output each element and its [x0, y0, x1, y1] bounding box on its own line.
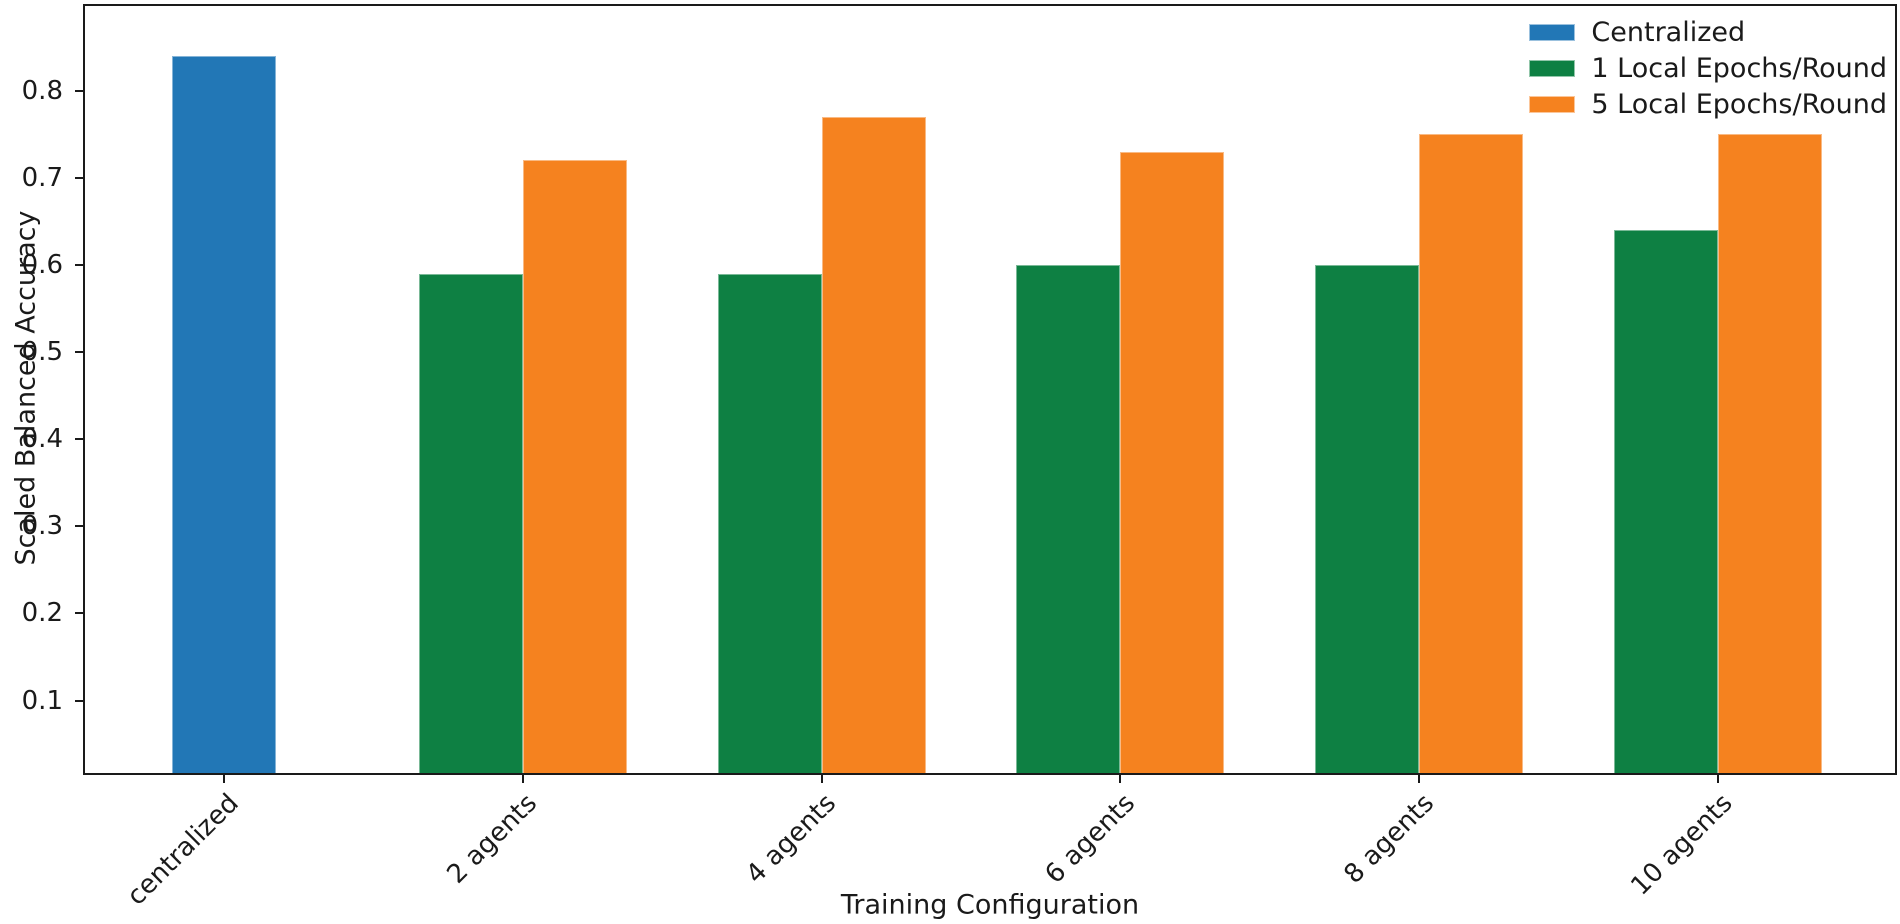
bar-8-agents-1-local-epochs-round: [1315, 264, 1420, 773]
bar-6-agents-1-local-epochs-round: [1016, 264, 1121, 773]
y-tick-mark: [75, 176, 83, 179]
bar-6-agents-5-local-epochs-round: [1120, 151, 1225, 773]
x-tick-mark: [820, 775, 823, 783]
y-tick-mark: [75, 612, 83, 615]
bar-4-agents-1-local-epochs-round: [717, 273, 822, 773]
bar-10-agents-5-local-epochs-round: [1718, 134, 1822, 773]
bar-2-agents-1-local-epochs-round: [418, 273, 523, 773]
x-tick-mark: [521, 775, 524, 783]
legend: Centralized 1 Local Epochs/Round 5 Local E…: [1529, 19, 1887, 127]
x-tick-label: 10 agents: [1625, 788, 1739, 902]
x-tick-label: 4 agents: [740, 788, 843, 890]
bar-10-agents-1-local-epochs-round: [1614, 230, 1718, 773]
x-tick-mark: [1717, 775, 1719, 783]
y-tick-label: 0.3: [21, 511, 63, 542]
legend-label: 1 Local Epochs/Round: [1591, 53, 1887, 84]
legend-entry: 5 Local Epochs/Round: [1529, 91, 1887, 118]
bar-2-agents-5-local-epochs-round: [522, 160, 627, 773]
plot-area: 0.1 0.2 0.3 0.4 0.5 0.6 0.7 0.8 centralized 2 ag…: [22, 4, 1897, 911]
x-tick-label: 8 agents: [1338, 788, 1440, 890]
legend-swatch-icon: [1529, 24, 1576, 41]
y-tick-mark: [75, 525, 83, 528]
y-tick-label: 0.6: [21, 249, 63, 280]
y-tick-label: 0.2: [21, 598, 63, 629]
legend-label: Centralized: [1591, 17, 1746, 48]
x-tick-label: centralized: [121, 788, 245, 912]
legend-label: 5 Local Epochs/Round: [1591, 89, 1887, 120]
bar-4-agents-5-local-epochs-round: [821, 116, 926, 773]
x-tick-label: 6 agents: [1039, 788, 1141, 890]
y-tick-label: 0.1: [21, 685, 63, 716]
y-tick-mark: [75, 699, 83, 702]
legend-entry: 1 Local Epochs/Round: [1529, 55, 1887, 82]
y-tick-label: 0.4: [21, 424, 63, 455]
legend-swatch-icon: [1529, 96, 1576, 113]
bar-centralized-centralized: [172, 55, 276, 773]
bar-8-agents-5-local-epochs-round: [1419, 134, 1524, 773]
y-tick-mark: [75, 89, 83, 92]
y-tick-mark: [75, 263, 83, 266]
x-tick-label: 2 agents: [441, 788, 544, 890]
legend-swatch-icon: [1529, 60, 1576, 77]
x-tick-mark: [1119, 775, 1122, 783]
y-tick-mark: [75, 438, 83, 441]
x-tick-mark: [1418, 775, 1421, 783]
x-axis-label: Training Configuration: [840, 889, 1140, 921]
legend-entry: Centralized: [1529, 19, 1887, 46]
y-tick-label: 0.5: [21, 337, 63, 368]
y-axis-label: Scaled Balanced Accuracy: [10, 210, 42, 566]
y-tick-label: 0.8: [21, 75, 63, 106]
y-tick-mark: [75, 351, 83, 354]
y-tick-label: 0.7: [21, 162, 63, 193]
x-tick-mark: [223, 775, 225, 783]
